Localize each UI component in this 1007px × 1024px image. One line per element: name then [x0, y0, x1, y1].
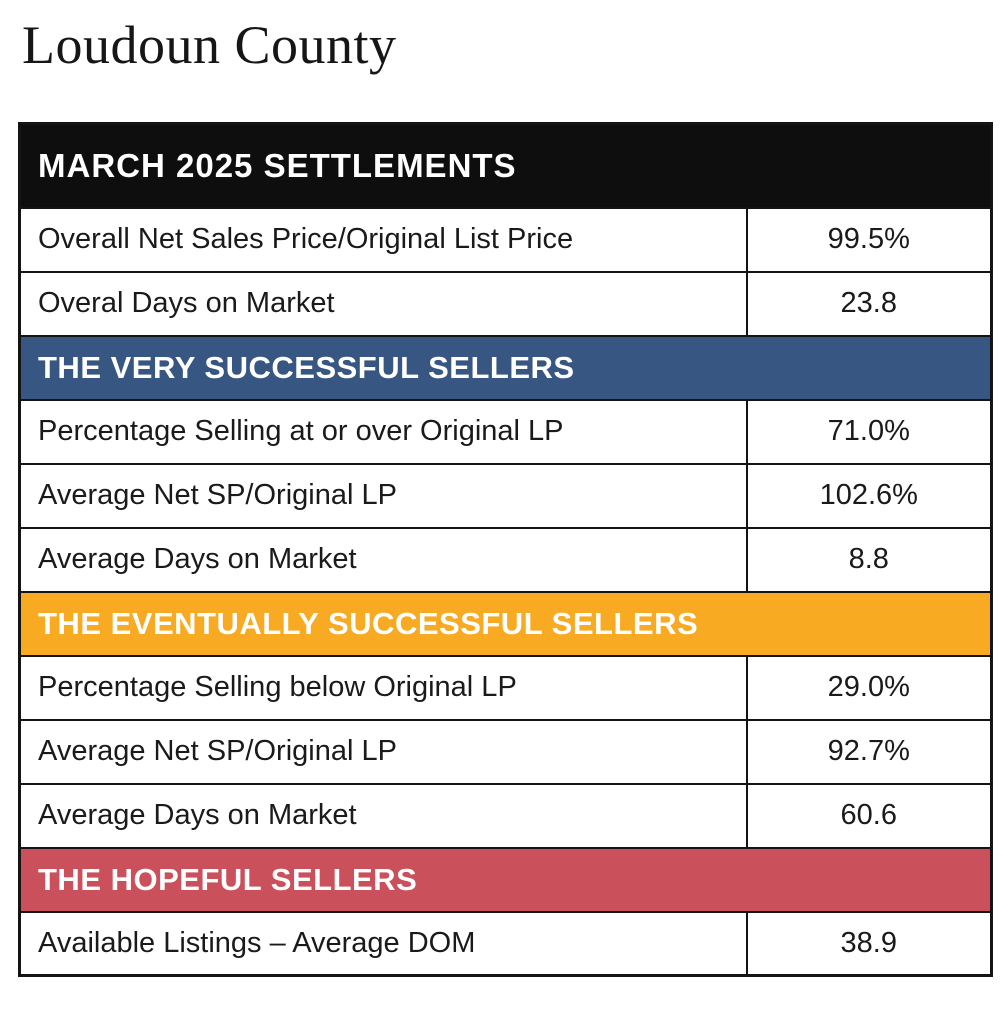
metric-value: 92.7% — [745, 718, 993, 785]
metric-value: 99.5% — [745, 206, 993, 273]
metric-label: Percentage Selling below Original LP — [18, 654, 748, 721]
metric-label: Percentage Selling at or over Original L… — [18, 398, 748, 465]
metric-value: 8.8 — [745, 526, 993, 593]
metric-label: Average Days on Market — [18, 782, 748, 849]
metric-value: 102.6% — [745, 462, 993, 529]
metric-value: 60.6 — [745, 782, 993, 849]
metric-value: 23.8 — [745, 270, 993, 337]
table-header-row: MARCH 2025 SETTLEMENTS — [18, 122, 993, 209]
table-main-heading: MARCH 2025 SETTLEMENTS — [18, 122, 993, 209]
section-heading: THE EVENTUALLY SUCCESSFUL SELLERS — [18, 590, 993, 657]
page-title: Loudoun County — [22, 15, 397, 75]
table-row: Available Listings – Average DOM 38.9 — [18, 910, 993, 977]
metric-label: Overal Days on Market — [18, 270, 748, 337]
table-row: Average Days on Market 8.8 — [18, 526, 993, 593]
metric-value: 38.9 — [745, 910, 993, 977]
metric-label: Average Net SP/Original LP — [18, 462, 748, 529]
table-row: Average Days on Market 60.6 — [18, 782, 993, 849]
section-heading: THE HOPEFUL SELLERS — [18, 846, 993, 913]
settlements-table: MARCH 2025 SETTLEMENTS Overall Net Sales… — [18, 122, 994, 977]
table-row: Average Net SP/Original LP 102.6% — [18, 462, 993, 529]
metric-value: 29.0% — [745, 654, 993, 721]
metric-value: 71.0% — [745, 398, 993, 465]
metric-label: Overall Net Sales Price/Original List Pr… — [18, 206, 748, 273]
table-row: Overal Days on Market 23.8 — [18, 270, 993, 337]
section-heading-row-very-successful: THE VERY SUCCESSFUL SELLERS — [18, 334, 993, 401]
table-row: Percentage Selling at or over Original L… — [18, 398, 993, 465]
metric-label: Average Days on Market — [18, 526, 748, 593]
section-heading-row-eventually-successful: THE EVENTUALLY SUCCESSFUL SELLERS — [18, 590, 993, 657]
metric-label: Available Listings – Average DOM — [18, 910, 748, 977]
metric-label: Average Net SP/Original LP — [18, 718, 748, 785]
section-heading-row-hopeful: THE HOPEFUL SELLERS — [18, 846, 993, 913]
table-row: Percentage Selling below Original LP 29.… — [18, 654, 993, 721]
section-heading: THE VERY SUCCESSFUL SELLERS — [18, 334, 993, 401]
table-row: Average Net SP/Original LP 92.7% — [18, 718, 993, 785]
table-row: Overall Net Sales Price/Original List Pr… — [18, 206, 993, 273]
